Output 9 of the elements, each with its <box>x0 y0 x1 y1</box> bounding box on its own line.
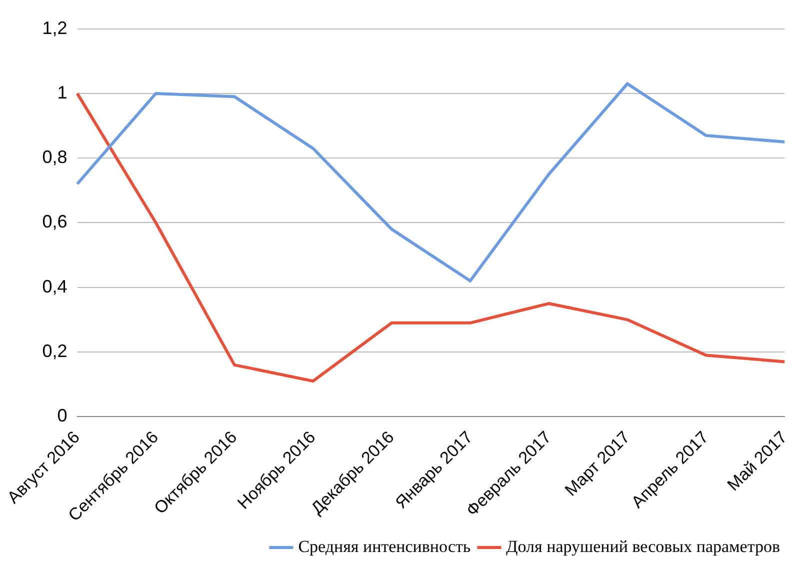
y-tick-label: 1 <box>57 82 68 102</box>
y-tick-label: 0,8 <box>42 147 68 168</box>
y-tick-label: 0 <box>57 406 68 426</box>
legend-label: Доля нарушений весовых параметров <box>506 536 780 556</box>
y-tick-label: 0,4 <box>42 276 68 296</box>
y-tick-label: 1,2 <box>42 18 68 38</box>
y-tick-label: 0,2 <box>42 340 68 361</box>
y-tick-label: 0,6 <box>42 212 68 232</box>
legend-label: Средняя интенсивность <box>298 536 471 556</box>
